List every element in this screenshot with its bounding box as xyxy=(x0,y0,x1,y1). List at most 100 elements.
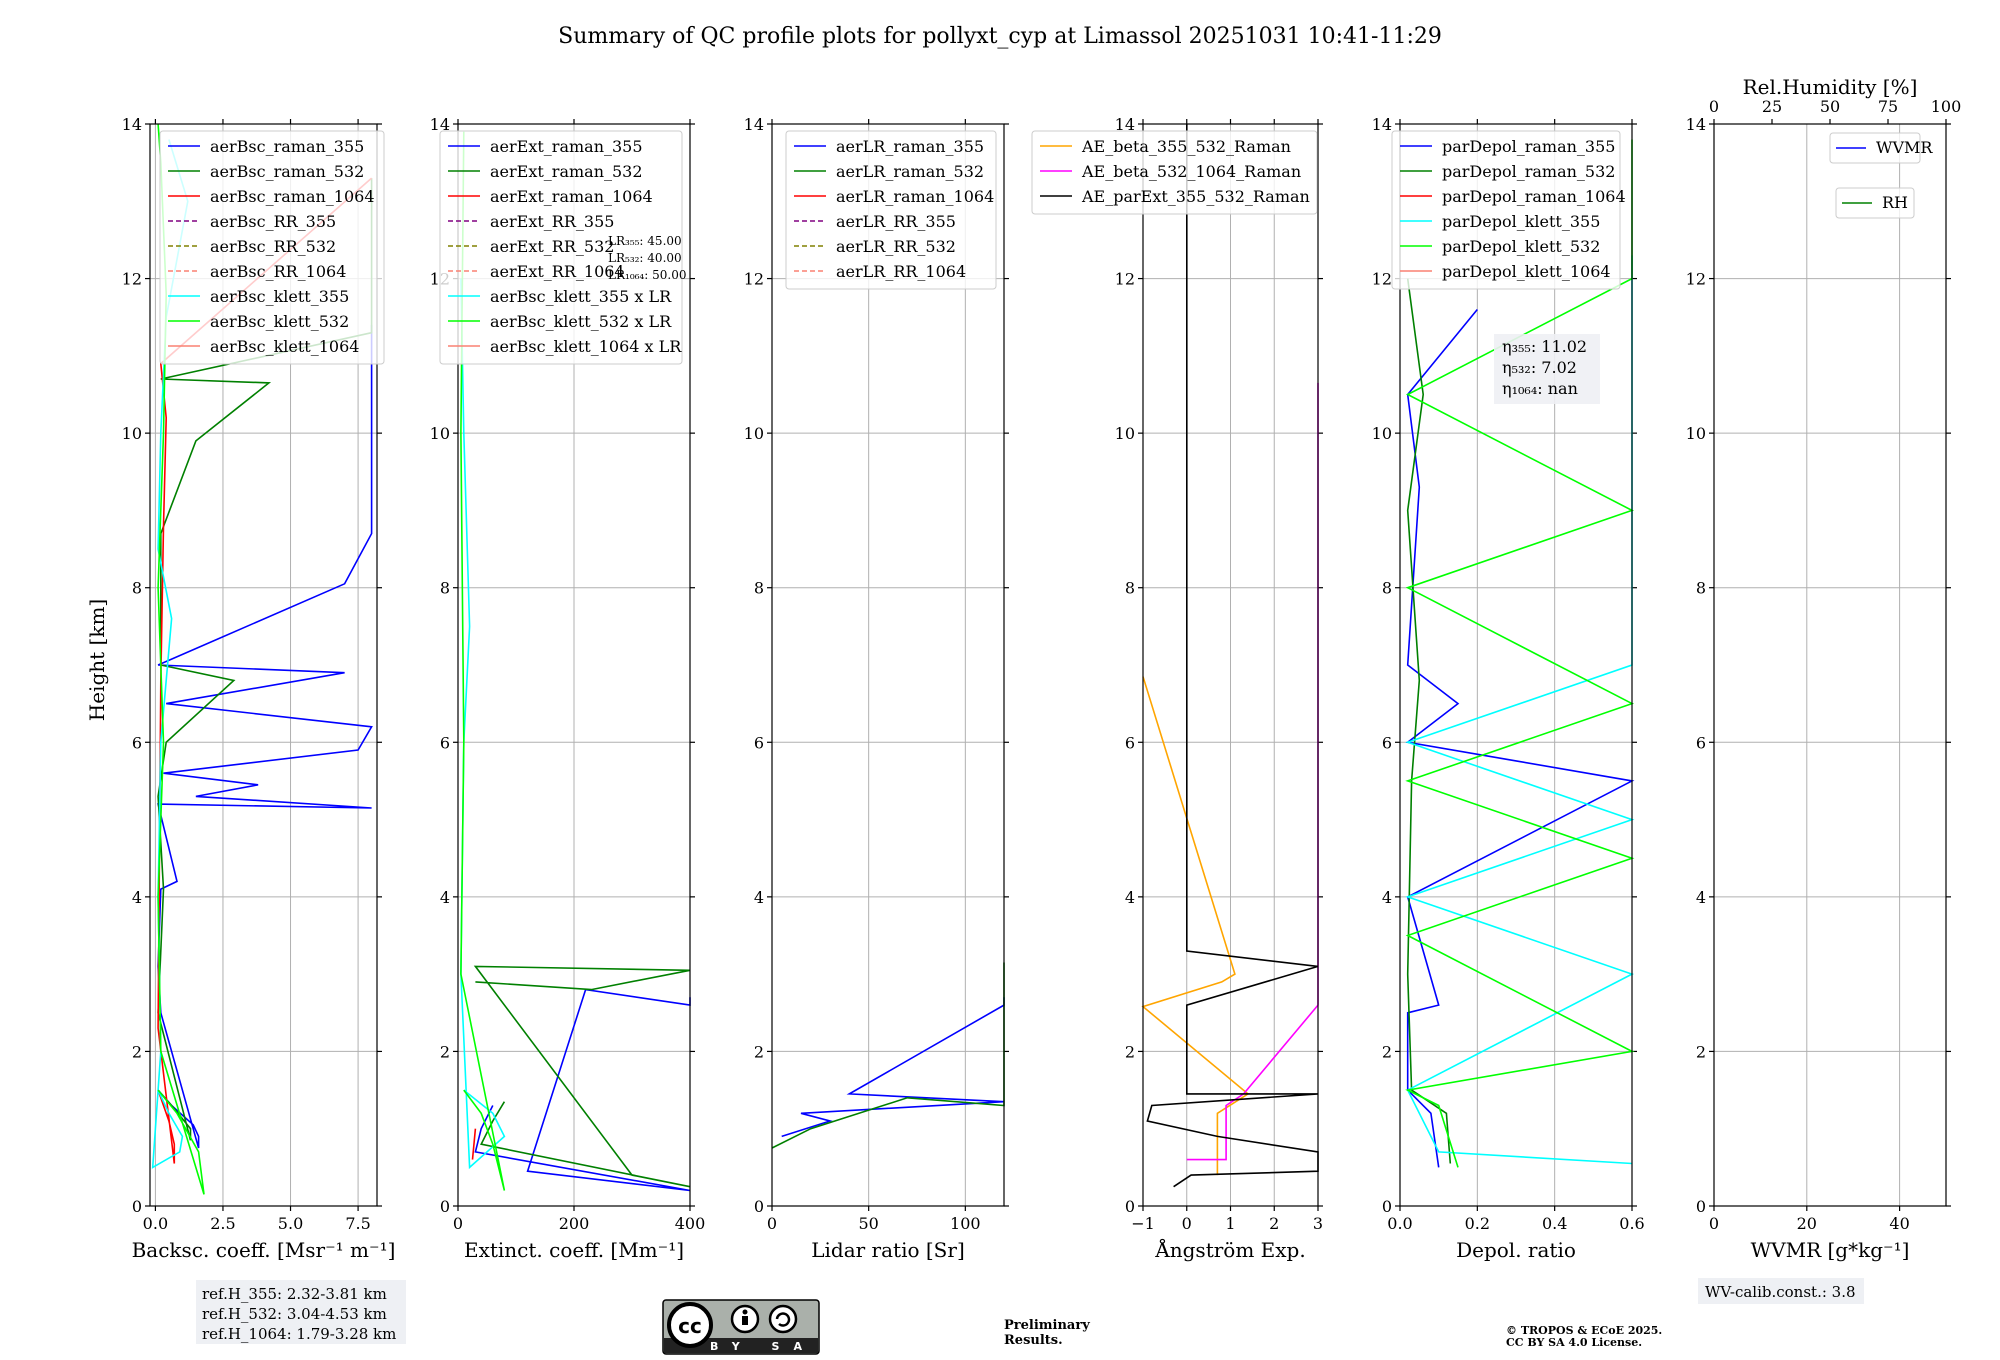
y-tick-label-wv: 12 xyxy=(1686,270,1706,289)
legend-box-wv xyxy=(1829,132,1921,164)
y-tick-label-ext: 4 xyxy=(440,888,450,907)
legend-depol: parDepol_raman_355 parDepol_raman_532 parD… xyxy=(1391,130,1626,290)
y-tick-label-lr: 4 xyxy=(754,888,764,907)
eta-box xyxy=(1494,334,1600,404)
lidar-ratio-label: LR₃₅₅: 45.00 xyxy=(608,234,682,248)
y-tick-label-wv: 6 xyxy=(1696,733,1706,752)
y-tick-label-ext: 8 xyxy=(440,579,450,598)
x-axis-label-bsc: Backsc. coeff. [Msr⁻¹ m⁻¹] xyxy=(132,1238,396,1262)
x-axis-label-ae: Ångström Exp. xyxy=(1154,1237,1305,1262)
y-tick-label-lr: 14 xyxy=(744,115,764,134)
x-axis-label-wv: WVMR [g*kg⁻¹] xyxy=(1751,1238,1910,1262)
x-tick-label-ae: 2 xyxy=(1269,1214,1279,1233)
by-person-head xyxy=(742,1309,748,1315)
y-tick-label-depol: 12 xyxy=(1372,270,1392,289)
y-tick-label-bsc: 2 xyxy=(132,1042,142,1061)
eta-label: η₃₅₅: 11.02 xyxy=(1502,337,1587,356)
eta-label: η₁₀₆₄: nan xyxy=(1502,379,1578,398)
x-tick-label-lr: 50 xyxy=(858,1214,878,1233)
x-tick-label-depol: 0.2 xyxy=(1465,1214,1490,1233)
y-tick-label-bsc: 6 xyxy=(132,733,142,752)
y-tick-label-ae: 6 xyxy=(1125,733,1135,752)
wv-calib-box-bg xyxy=(1698,1278,1864,1304)
legend-label-aerBsc_klett_1064: aerBsc_klett_1064 xyxy=(210,337,359,356)
x-tick-label-wv: 40 xyxy=(1889,1214,1909,1233)
y-tick-label-depol: 10 xyxy=(1372,424,1392,443)
legend-box-wv xyxy=(1835,187,1915,219)
legend-label-aerLR_RR_532: aerLR_RR_532 xyxy=(836,237,956,256)
ref-height-1064: ref.H_1064: 1.79-3.28 km xyxy=(202,1325,396,1343)
x-tick-label-lr: 0 xyxy=(767,1214,777,1233)
series-aerExt_raman_1064 xyxy=(471,1128,477,1160)
y-tick-label-depol: 4 xyxy=(1382,888,1392,907)
y-tick-label-wv: 4 xyxy=(1696,888,1706,907)
legend-label-parDepol_klett_355: parDepol_klett_355 xyxy=(1442,212,1600,231)
preliminary-note: Preliminary Results. xyxy=(1004,1318,1090,1348)
series-parDepol_raman_532 xyxy=(1406,278,1452,1164)
lidar-ratio-label: LR₁₀₆₄: 50.00 xyxy=(608,268,686,282)
series-klett_532_lr xyxy=(460,131,506,1191)
top-x-tick-label-wv: 50 xyxy=(1820,97,1840,116)
x-tick-label-bsc: 7.5 xyxy=(345,1214,370,1233)
by-person-body xyxy=(742,1316,748,1325)
y-tick-label-wv: 0 xyxy=(1696,1197,1706,1216)
preliminary-line-1: Preliminary xyxy=(1004,1318,1090,1333)
x-tick-label-bsc: 2.5 xyxy=(210,1214,235,1233)
legend-box-lr xyxy=(785,130,997,290)
sa-arrow-icon xyxy=(775,1312,791,1327)
y-tick-label-wv: 10 xyxy=(1686,424,1706,443)
legend-lr: aerLR_raman_355 aerLR_raman_532 aerLR_rama… xyxy=(785,130,997,290)
legend-label-aerBsc_RR_1064: aerBsc_RR_1064 xyxy=(210,262,346,281)
legend-wv: WVMR xyxy=(1829,132,1933,164)
legend-box-ext xyxy=(439,130,683,365)
y-tick-label-ae: 0 xyxy=(1125,1197,1135,1216)
legend-label-aerBsc_RR_532: aerBsc_RR_532 xyxy=(210,237,336,256)
y-axis-label: Height [km] xyxy=(85,599,109,721)
ref-height-355: ref.H_355: 2.32-3.81 km xyxy=(202,1285,387,1303)
top-x-tick-label-wv: 75 xyxy=(1878,97,1898,116)
top-x-axis-label-wv: Rel.Humidity [%] xyxy=(1743,75,1918,99)
eta-label: η₅₃₂: 7.02 xyxy=(1502,358,1577,377)
series-klett_355_lr xyxy=(460,278,506,1170)
series-parDepol_raman_355 xyxy=(1405,308,1635,1168)
legend-label-aerLR_RR_355: aerLR_RR_355 xyxy=(836,212,956,231)
legend-label-RH: RH xyxy=(1882,193,1908,212)
x-tick-label-depol: 0.6 xyxy=(1619,1214,1644,1233)
y-tick-label-depol: 14 xyxy=(1372,115,1392,134)
y-tick-label-lr: 0 xyxy=(754,1197,764,1216)
legend-ae: AE_beta_355_532_Raman AE_beta_532_1064_Ra… xyxy=(1031,130,1318,215)
y-tick-label-ext: 10 xyxy=(430,424,450,443)
legend-label-aerBsc_raman_355: aerBsc_raman_355 xyxy=(210,137,364,156)
y-tick-label-ae: 2 xyxy=(1125,1042,1135,1061)
x-tick-label-ext: 0 xyxy=(453,1214,463,1233)
panel-bsc: 0 2 4 6 8 10 12 14 0.0 2.5 5.0 7.5 Backsc. coeff. [M… xyxy=(122,115,396,1262)
cc-icon-text: cc xyxy=(678,1314,702,1338)
top-x-tick-label-wv: 100 xyxy=(1931,97,1962,116)
legend-label-parDepol_raman_355: parDepol_raman_355 xyxy=(1442,137,1615,156)
series-aerLR_raman_355 xyxy=(781,997,1005,1138)
y-tick-label-lr: 8 xyxy=(754,579,764,598)
y-tick-label-bsc: 4 xyxy=(132,888,142,907)
y-tick-label-bsc: 0 xyxy=(132,1197,142,1216)
series-aerLR_raman_532 xyxy=(771,962,1005,1149)
y-tick-label-ae: 12 xyxy=(1115,270,1135,289)
legend-label-AE_beta_355_532_Raman: AE_beta_355_532_Raman xyxy=(1081,137,1291,156)
legend-label-WVMR: WVMR xyxy=(1876,138,1933,157)
y-tick-label-bsc: 10 xyxy=(122,424,142,443)
cc-license-logo: cc BY SA xyxy=(662,1299,820,1355)
axes-frame-depol xyxy=(1399,123,1633,1207)
cc-badge-text: BY SA xyxy=(710,1340,816,1353)
legend-label-AE_parExt_355_532_Raman: AE_parExt_355_532_Raman xyxy=(1081,187,1310,206)
y-tick-label-ext: 2 xyxy=(440,1042,450,1061)
y-tick-label-depol: 6 xyxy=(1382,733,1392,752)
y-tick-label-bsc: 14 xyxy=(122,115,142,134)
x-tick-label-ae: 3 xyxy=(1313,1214,1323,1233)
panel-depol: 0 2 4 6 8 10 12 14 0.0 0.2 0.4 0.6 Depol. ratio parDe… xyxy=(1372,115,1645,1262)
y-tick-label-depol: 8 xyxy=(1382,579,1392,598)
y-tick-label-lr: 2 xyxy=(754,1042,764,1061)
y-tick-label-ae: 8 xyxy=(1125,579,1135,598)
y-tick-label-depol: 0 xyxy=(1382,1197,1392,1216)
top-x-tick-label-wv: 25 xyxy=(1762,97,1782,116)
